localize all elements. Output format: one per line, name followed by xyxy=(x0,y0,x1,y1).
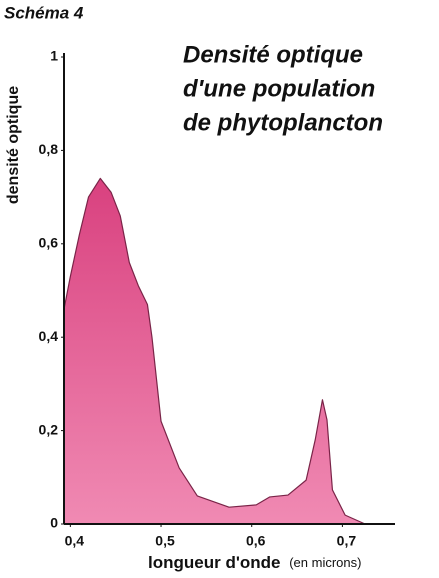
x-tick-label: 0,7 xyxy=(337,533,357,549)
figure-label: Schéma 4 xyxy=(4,3,84,22)
chart-title: d'une population xyxy=(183,75,375,102)
x-axis-label-unit: (en microns) xyxy=(289,555,361,570)
x-tick-label: 0,4 xyxy=(65,533,85,549)
x-tick-label: 0,6 xyxy=(246,533,266,549)
y-tick-label: 0,8 xyxy=(39,141,59,157)
y-tick-label: 0 xyxy=(50,515,58,531)
area xyxy=(63,177,366,525)
y-axis-label: densité optique xyxy=(5,86,22,204)
y-tick-label: 1 xyxy=(50,48,58,64)
y-tick-label: 0,4 xyxy=(39,328,59,344)
chart-title: Densité optique xyxy=(183,41,363,68)
y-tick-label: 0,2 xyxy=(39,421,59,437)
y-tick-label: 0,6 xyxy=(39,235,59,251)
x-tick-label: 0,5 xyxy=(155,533,175,549)
x-axis-label: longueur d'onde (en microns) xyxy=(148,553,361,572)
x-axis-label-main: longueur d'onde xyxy=(148,553,280,572)
chart-title: de phytoplancton xyxy=(183,109,383,136)
